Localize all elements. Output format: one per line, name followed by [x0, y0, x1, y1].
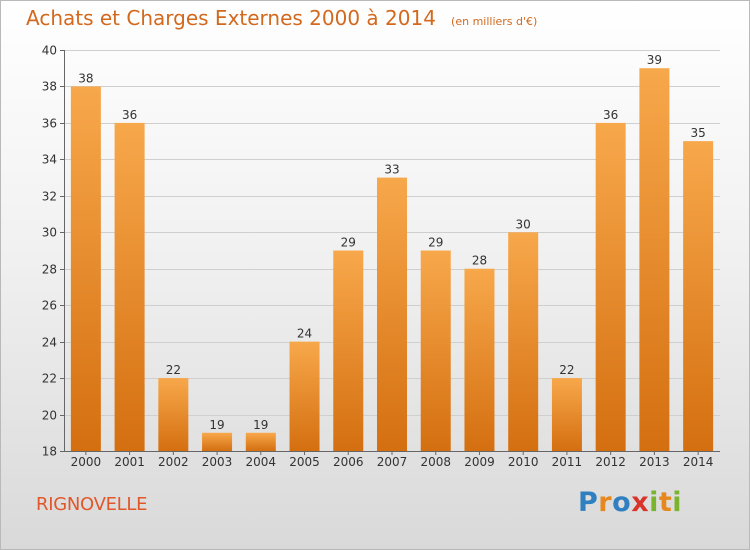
y-tick-label: 18 — [42, 445, 57, 459]
data-label-2014: 35 — [690, 126, 705, 140]
data-label-2009: 28 — [472, 254, 487, 268]
bar-2002 — [158, 378, 189, 451]
x-tick-label-2007: 2007 — [377, 455, 408, 469]
y-tick-label: 30 — [42, 226, 57, 240]
x-tick-label-2006: 2006 — [333, 455, 364, 469]
x-tick-label-2010: 2010 — [508, 455, 539, 469]
bar-2012 — [595, 122, 626, 451]
data-label-2005: 24 — [297, 327, 312, 341]
bar-2007 — [377, 177, 407, 451]
data-label-2011: 22 — [559, 363, 574, 377]
bar-2006 — [333, 250, 364, 451]
y-tick-label: 26 — [42, 299, 57, 313]
bar-2008 — [420, 250, 451, 451]
data-label-2013: 39 — [647, 53, 662, 67]
chart-header: Achats et Charges Externes 2000 à 2014 (… — [26, 6, 537, 30]
bars — [70, 68, 714, 452]
x-tick-label-2005: 2005 — [289, 455, 320, 469]
y-tick-label: 24 — [42, 336, 57, 350]
x-tick-label-2001: 2001 — [114, 455, 145, 469]
y-tick-label: 34 — [42, 153, 57, 167]
x-tick-label-2003: 2003 — [202, 455, 233, 469]
y-tick-label: 22 — [42, 372, 57, 386]
data-label-2003: 19 — [209, 418, 224, 432]
bar-2011 — [551, 378, 582, 451]
labels: 18 20 22 24 26 28 30 32 34 36 38 40 38 2000 36 2001 22 20… — [42, 44, 714, 470]
bar-2000 — [70, 86, 101, 452]
x-tick-label-2009: 2009 — [464, 455, 495, 469]
bar-2014 — [683, 141, 714, 452]
y-tick-label: 32 — [42, 190, 57, 204]
bar-2003 — [202, 432, 233, 451]
y-tick-label: 20 — [42, 409, 57, 423]
x-tick-label-2012: 2012 — [595, 455, 626, 469]
data-label-2006: 29 — [341, 236, 356, 250]
bar-2010 — [508, 232, 539, 451]
proxiti-logo: Proxiti — [578, 487, 683, 518]
data-label-2012: 36 — [603, 108, 618, 122]
data-label-2000: 38 — [78, 71, 93, 85]
data-label-2008: 29 — [428, 236, 443, 250]
chart-title: Achats et Charges Externes 2000 à 2014 — [26, 6, 436, 30]
chart-subtitle: (en milliers d'€) — [451, 15, 538, 28]
axes — [60, 50, 720, 455]
x-tick-label-2008: 2008 — [420, 455, 451, 469]
data-label-2007: 33 — [384, 163, 399, 177]
bar-2001 — [114, 122, 145, 451]
bar-2004 — [245, 432, 276, 451]
data-label-2004: 19 — [253, 418, 268, 432]
y-tick-label: 38 — [42, 80, 57, 94]
x-tick-label-2013: 2013 — [639, 455, 670, 469]
data-label-2002: 22 — [166, 363, 181, 377]
data-label-2001: 36 — [122, 108, 137, 122]
y-tick-label: 28 — [42, 263, 57, 277]
x-tick-label-2000: 2000 — [71, 455, 102, 469]
x-tick-label-2014: 2014 — [683, 455, 714, 469]
y-tick-label: 40 — [42, 44, 57, 58]
x-tick-label-2002: 2002 — [158, 455, 189, 469]
place-name: RIGNOVELLE — [36, 494, 148, 515]
x-tick-label-2004: 2004 — [246, 455, 277, 469]
bar-2009 — [464, 268, 495, 451]
x-tick-label-2011: 2011 — [552, 455, 583, 469]
data-label-2010: 30 — [516, 217, 531, 231]
bar-2005 — [289, 341, 320, 451]
y-tick-label: 36 — [42, 117, 57, 131]
bar-2013 — [639, 68, 670, 452]
